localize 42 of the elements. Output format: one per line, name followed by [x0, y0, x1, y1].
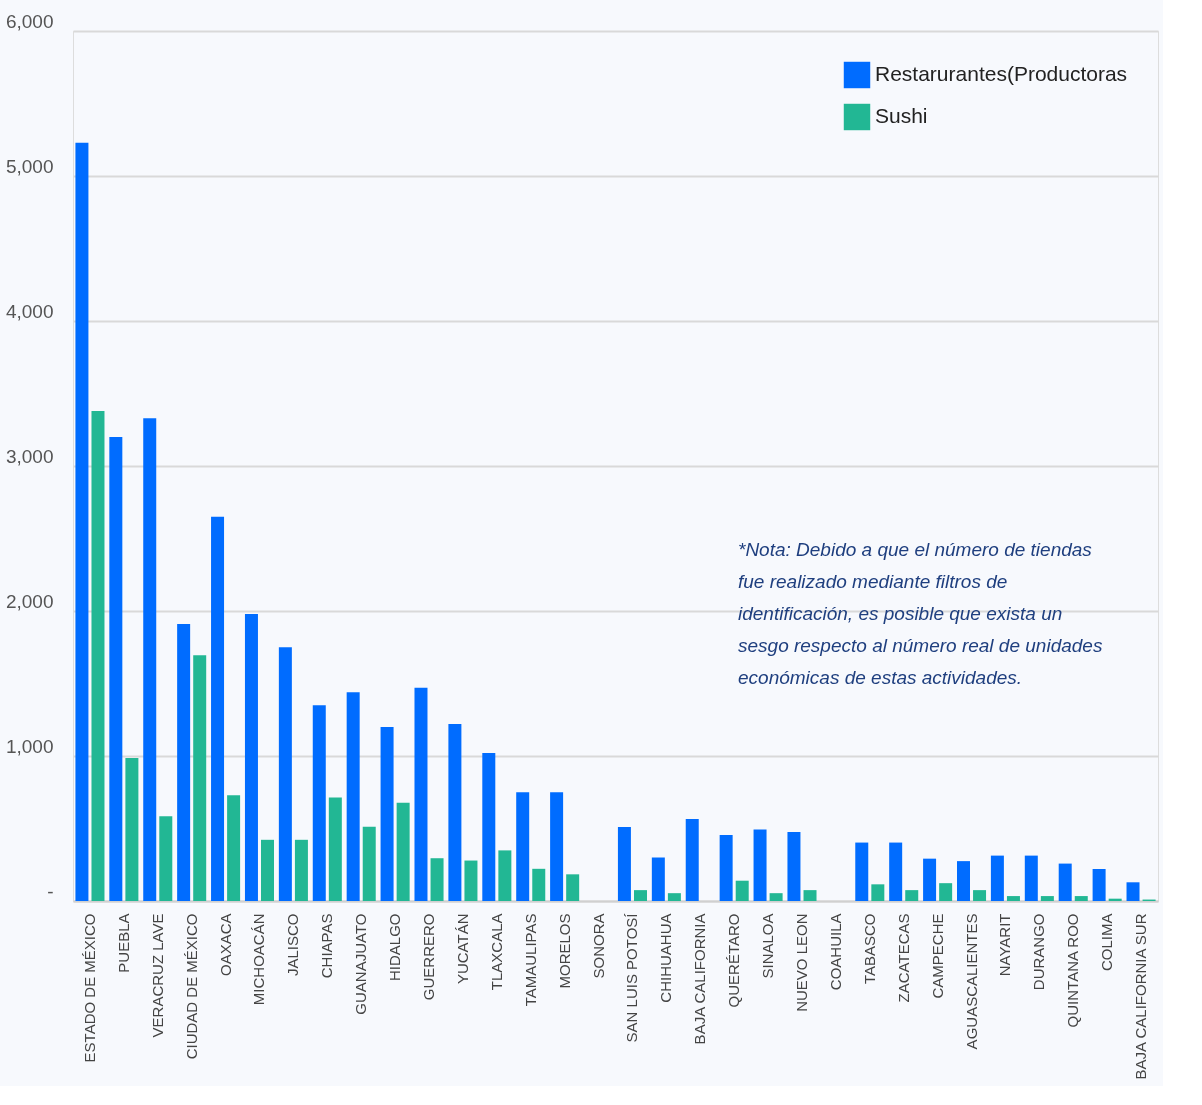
- y-tick-label: 5,000: [5, 155, 54, 177]
- x-tick-label: SAN LUIS POTOSÍ: [623, 912, 641, 1043]
- legend-label: Sushi: [875, 104, 928, 127]
- x-tick-label: VERACRUZ LAVE: [148, 913, 166, 1038]
- y-tick-label: 2,000: [5, 590, 54, 612]
- x-tick-label: DURANGO: [1030, 913, 1048, 991]
- x-tick-label: NUEVO LEON: [792, 913, 810, 1012]
- x-tick-label: SINALOA: [759, 913, 777, 979]
- x-tick-label: PUEBLA: [114, 913, 132, 973]
- x-tick-label: MICHOACÁN: [250, 913, 268, 1006]
- x-tick-label: CHIAPAS: [318, 913, 336, 979]
- x-tick-label: CIUDAD DE MÉXICO: [182, 913, 200, 1060]
- x-tick-label: COLIMA: [1098, 913, 1116, 972]
- x-tick-label: BAJA CALIFORNIA SUR: [1132, 913, 1150, 1080]
- x-tick-label: SONORA: [589, 913, 607, 979]
- x-tick-label: TABASCO: [860, 913, 878, 985]
- y-tick-label: 1,000: [5, 735, 54, 757]
- x-tick-label: COAHUILA: [826, 913, 844, 991]
- x-tick-label: MORELOS: [555, 913, 573, 989]
- x-tick-label: GUERRERO: [420, 913, 438, 1001]
- annotation: *Nota: Debido a que el número de tiendas fue realizado mediante filtros de identificación, es posible que exista un sesgo respecto al número real de unidades económicas de estas actividades.: [738, 539, 1103, 688]
- y-tick-label: -: [47, 880, 54, 902]
- y-tick-label: 4,000: [5, 300, 54, 322]
- legend-label: Restarurantes(Productoras: [875, 62, 1128, 85]
- x-tick-label: ZACATECAS: [894, 913, 912, 1003]
- x-tick-label: CHIHUAHUA: [657, 913, 675, 1003]
- x-tick-label: AGUASCALIENTES: [962, 913, 980, 1050]
- x-tick-label: OAXACA: [216, 913, 234, 977]
- x-tick-label: HIDALGO: [386, 913, 404, 982]
- x-tick-label: TLAXCALA: [487, 913, 505, 991]
- x-tick-label: TAMAULIPAS: [521, 913, 539, 1007]
- x-tick-label: CAMPECHE: [928, 913, 946, 999]
- x-tick-label: QUINTANA ROO: [1064, 913, 1082, 1028]
- x-tick-label: JALISCO: [284, 913, 302, 977]
- y-tick-label: 6,000: [5, 10, 54, 32]
- x-tick-label: BAJA CALIFORNIA: [691, 913, 709, 1045]
- x-tick-label: YUCATÁN: [453, 913, 471, 985]
- x-tick-label: NAYARIT: [996, 913, 1014, 977]
- x-tick-label: QUERÉTARO: [725, 913, 743, 1008]
- x-tick-label: GUANAJUATO: [352, 913, 370, 1015]
- y-tick-label: 3,000: [5, 445, 54, 467]
- x-tick-label: ESTADO DE MÉXICO: [80, 913, 98, 1063]
